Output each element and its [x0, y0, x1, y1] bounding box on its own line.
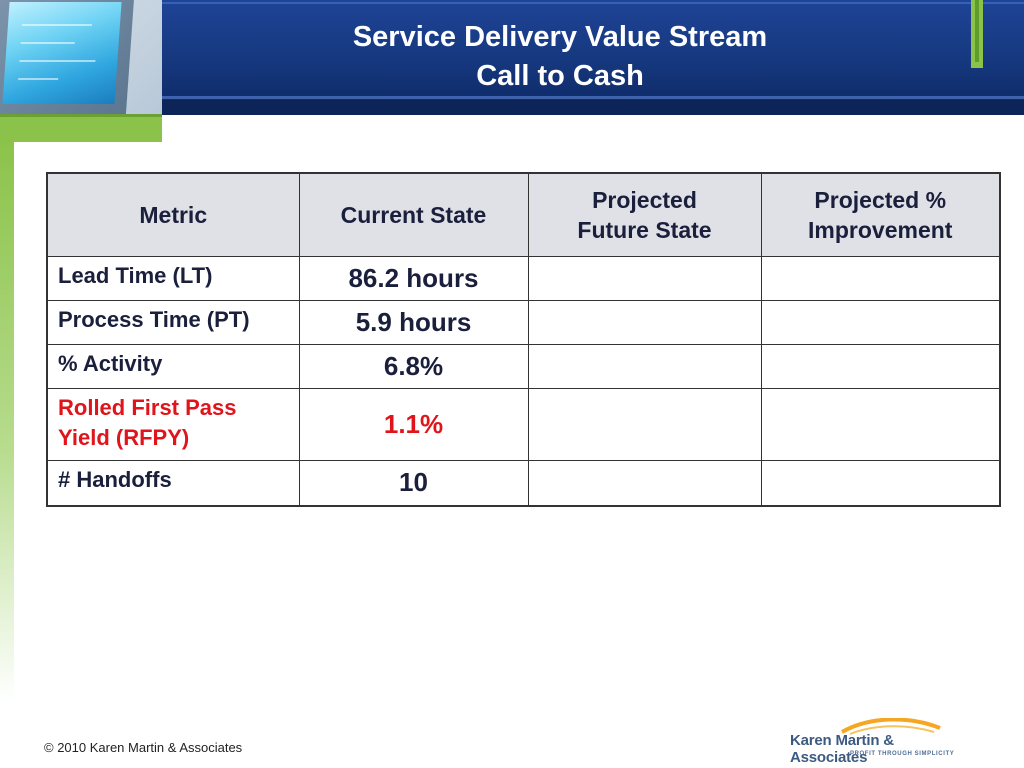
projected-cell [527, 343, 762, 389]
brand-tagline: PROFIT THROUGH SIMPLICITY [850, 751, 955, 757]
projected-cell [527, 255, 762, 301]
header-rule [160, 2, 1024, 4]
left-green-stripe [0, 142, 14, 702]
monitor-screen [2, 2, 122, 104]
improvement-cell [760, 387, 1001, 461]
header-current-state: Current State [298, 172, 529, 257]
slide-title-line1: Service Delivery Value Stream [352, 21, 768, 53]
green-band-shade [0, 114, 162, 117]
table-row: Lead Time (LT) 86.2 hours [46, 255, 1001, 301]
brand-logo: Karen Martin & Associates PROFIT THROUGH… [790, 717, 965, 766]
current-state-cell: 10 [298, 459, 529, 507]
slide-title: Service Delivery Value Stream Call to Ca… [260, 18, 860, 96]
header-metric: Metric [46, 172, 300, 257]
table-row: Process Time (PT) 5.9 hours [46, 299, 1001, 345]
header-bar [160, 0, 1024, 100]
improvement-cell [760, 459, 1001, 507]
slide-title-line2: Call to Cash [476, 60, 644, 92]
projected-cell [527, 387, 762, 461]
table-row: % Activity 6.8% [46, 343, 1001, 389]
metric-cell: Process Time (PT) [46, 299, 300, 345]
copyright-text: © 2010 Karen Martin & Associates [44, 740, 243, 755]
current-state-cell: 86.2 hours [298, 255, 529, 301]
metric-cell: % Activity [46, 343, 300, 389]
table-header-row: Metric Current State Projected Future St… [46, 172, 1001, 257]
current-state-cell: 5.9 hours [298, 299, 529, 345]
brand-swoosh-icon [841, 717, 941, 735]
metric-cell: Lead Time (LT) [46, 255, 300, 301]
improvement-cell [760, 255, 1001, 301]
screen-line [21, 24, 93, 26]
corner-accent [975, 0, 979, 62]
brand-name: Karen Martin & Associates [790, 732, 894, 766]
improvement-cell [760, 343, 1001, 389]
header-underline [160, 100, 1024, 115]
current-state-cell: 6.8% [298, 343, 529, 389]
metric-cell: Rolled First Pass Yield (RFPY) [46, 387, 300, 461]
metric-cell: # Handoffs [46, 459, 300, 507]
current-state-cell: 1.1% [298, 387, 529, 461]
projected-cell [527, 459, 762, 507]
header-rule [160, 96, 1024, 99]
table-row: # Handoffs 10 [46, 459, 1001, 507]
screen-line [18, 78, 59, 80]
header-projected-future-state: Projected Future State [527, 172, 762, 257]
screen-line [20, 42, 75, 44]
metrics-table: Metric Current State Projected Future St… [46, 172, 1001, 507]
table-row: Rolled First Pass Yield (RFPY) 1.1% [46, 387, 1001, 461]
projected-cell [527, 299, 762, 345]
monitor-image [0, 0, 162, 142]
header-projected-improvement: Projected % Improvement [760, 172, 1001, 257]
green-band [0, 114, 162, 142]
screen-line [19, 60, 96, 62]
improvement-cell [760, 299, 1001, 345]
